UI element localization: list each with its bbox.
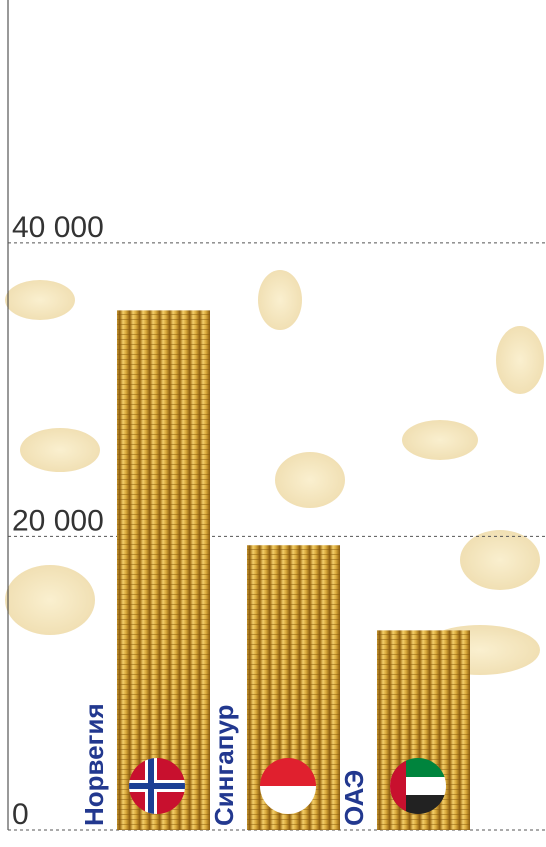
category-label: Норвегия: [79, 703, 109, 826]
bar: [117, 310, 210, 830]
y-tick-label: 40 000: [12, 211, 104, 244]
chart: 0 20 000 40 000 Норвегия Сингапур ОАЭ: [0, 0, 546, 847]
category-label: ОАЭ: [339, 770, 369, 826]
y-tick-label: 0: [12, 798, 29, 831]
category-label: Сингапур: [209, 705, 239, 826]
y-tick-label: 20 000: [12, 504, 104, 537]
flags: [129, 758, 446, 814]
